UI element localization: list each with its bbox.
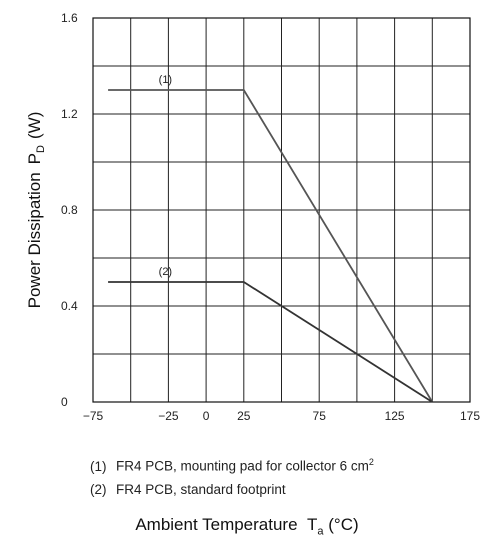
series-layer: (1) (2): [108, 74, 434, 403]
x-tick-label: 25: [237, 409, 251, 423]
y-axis-label: Power DissipationPD(W): [25, 112, 47, 309]
y-tick-label: 1.2: [61, 107, 78, 121]
x-axis-label-symbol: T: [307, 515, 318, 534]
y-tick-label: 0.8: [61, 203, 78, 217]
x-tick-label: 125: [385, 409, 405, 423]
y-tick-label: 1.6: [61, 11, 78, 25]
series-line-2: [108, 281, 433, 403]
plot-frame: [92, 17, 471, 403]
x-axis-label-text: Ambient Temperature: [135, 515, 298, 534]
tick-labels: −75 −25 0 25 75 125 175 0 0.4 0.8 1.2 1.6: [61, 11, 480, 423]
x-tick-label: 0: [203, 409, 210, 423]
x-tick-label: 75: [313, 409, 327, 423]
y-tick-label: 0.4: [61, 299, 78, 313]
series-line-1: [108, 89, 434, 403]
legend-note-1: (1) FR4 PCB, mounting pad for collector 6…: [90, 457, 374, 474]
x-axis-label-subscript: a: [317, 525, 324, 538]
x-axis-label: Ambient Temperature Ta (°C): [0, 515, 494, 537]
legend-note-2: (2) FR4 PCB, standard footprint: [90, 482, 286, 497]
legend-note-1-text: FR4 PCB, mounting pad for collector 6 cm: [116, 458, 369, 474]
series-label-1: (1): [159, 74, 172, 86]
grid-lines: [93, 18, 470, 402]
x-axis-label-unit: (°C): [328, 515, 359, 534]
legend-note-1-number: (1): [90, 458, 107, 474]
legend-note-2-text: FR4 PCB, standard footprint: [116, 482, 286, 497]
legend-note-1-superscript: 2: [368, 457, 374, 467]
x-tick-label: −75: [83, 409, 104, 423]
y-tick-label: 0: [61, 395, 68, 409]
series-label-2: (2): [159, 266, 172, 278]
x-tick-label: −25: [158, 409, 179, 423]
x-tick-label: 175: [460, 409, 480, 423]
legend-note-2-number: (2): [90, 482, 107, 497]
